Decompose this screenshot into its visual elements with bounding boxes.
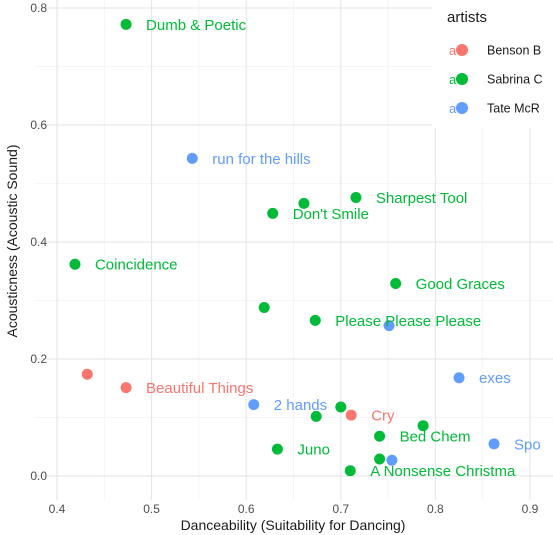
data-point <box>186 152 198 164</box>
x-tick-label: 0.8 <box>427 502 444 516</box>
data-point <box>69 258 81 270</box>
data-label: Don't Smile <box>293 206 369 223</box>
data-label: Sharpest Tool <box>376 190 467 207</box>
data-point <box>81 368 93 380</box>
data-point <box>345 409 357 421</box>
data-label: Please Please Please <box>335 313 481 330</box>
data-point <box>350 192 362 204</box>
legend-label: Sabrina C <box>487 73 543 87</box>
data-point <box>248 399 260 411</box>
data-label: Dumb & Poetic <box>146 17 247 34</box>
legend-key <box>456 102 468 114</box>
data-label: exes <box>479 370 511 387</box>
legend-key-glyph: a <box>449 101 457 116</box>
legend-label: Tate McR <box>487 102 540 116</box>
data-label: Beautiful Things <box>146 380 253 397</box>
grid-minor <box>34 0 553 500</box>
data-points <box>69 18 500 477</box>
data-point <box>335 401 347 413</box>
data-point <box>120 382 132 394</box>
legend-key-glyph: a <box>449 72 457 87</box>
x-tick-label: 0.7 <box>332 502 349 516</box>
y-tick-label: 0.0 <box>30 469 47 483</box>
y-tick-label: 0.2 <box>30 352 47 366</box>
y-tick-label: 0.8 <box>30 1 47 15</box>
data-point <box>417 420 429 432</box>
legend-title: artists <box>447 9 487 26</box>
x-axis-title: Danceability (Suitability for Dancing) <box>181 517 406 533</box>
data-point <box>386 454 398 466</box>
legend-key <box>456 73 468 85</box>
data-label: Cry <box>371 408 395 425</box>
data-point <box>298 197 310 209</box>
data-point <box>120 18 132 30</box>
data-label: Good Graces <box>416 276 505 293</box>
x-tick-label: 0.6 <box>238 502 255 516</box>
data-point <box>374 453 386 465</box>
data-point <box>309 314 321 326</box>
data-label: run for the hills <box>212 151 310 168</box>
data-labels: Beautiful Things Cry Dumb & Poetic Sharpest… <box>95 17 541 480</box>
legend-background <box>432 0 553 128</box>
data-point <box>267 207 279 219</box>
data-label: Juno <box>297 442 330 459</box>
data-point <box>374 430 386 442</box>
legend-entries: a Benson B a Sabrina C a Tate McR <box>449 43 543 116</box>
legend-label: Benson B <box>487 44 541 58</box>
data-point <box>258 302 270 314</box>
data-label: A Nonsense Christma <box>370 463 516 480</box>
y-tick-label: 0.4 <box>30 235 47 249</box>
y-axis-ticks: 0.0 0.2 0.4 0.6 0.8 <box>30 1 47 483</box>
y-axis-title: Acousticness (Acoustic Sound) <box>4 145 20 338</box>
data-point <box>344 465 356 477</box>
data-label: Coincidence <box>95 257 178 274</box>
data-point <box>271 443 283 455</box>
data-label: 2 hands <box>274 397 327 414</box>
y-tick-label: 0.6 <box>30 118 47 132</box>
data-label: Spo <box>514 436 541 453</box>
legend: artists a Benson B a Sabrina C a Tate McR <box>432 0 553 128</box>
data-point <box>488 438 500 450</box>
data-point <box>383 320 395 332</box>
data-label: Bed Chem <box>400 429 471 446</box>
data-point <box>390 278 402 290</box>
data-point <box>453 372 465 384</box>
legend-key <box>456 44 468 56</box>
data-point <box>310 410 322 422</box>
x-tick-label: 0.9 <box>522 502 539 516</box>
legend-key-glyph: a <box>449 43 457 58</box>
x-tick-label: 0.5 <box>143 502 160 516</box>
x-tick-label: 0.4 <box>49 502 66 516</box>
x-axis-ticks: 0.4 0.5 0.6 0.7 0.8 0.9 <box>49 502 539 516</box>
